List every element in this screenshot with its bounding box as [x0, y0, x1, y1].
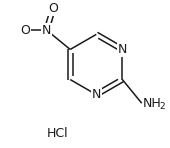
Text: N: N — [92, 88, 101, 101]
Text: O: O — [20, 24, 30, 37]
Text: O: O — [48, 2, 58, 15]
Text: 2: 2 — [159, 102, 165, 111]
Text: HCl: HCl — [47, 127, 69, 140]
Text: N: N — [118, 43, 127, 56]
Text: N: N — [42, 24, 51, 37]
Text: NH: NH — [143, 97, 161, 110]
